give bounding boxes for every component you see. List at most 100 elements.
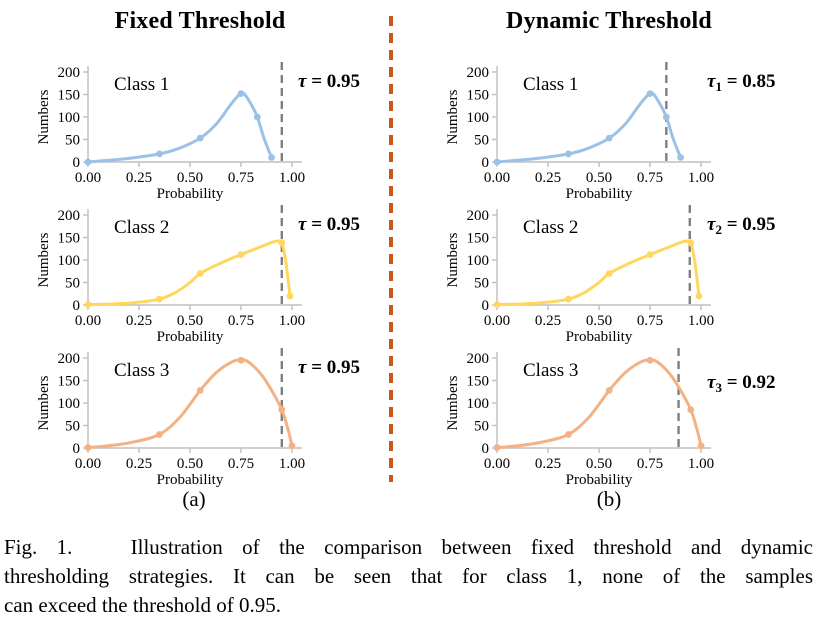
x-tick-label: 0.00 [75,456,101,472]
data-point-marker [196,387,204,394]
x-tick-label: 1.00 [688,456,714,472]
x-tick-label: 0.25 [535,313,561,329]
data-point-marker [605,270,613,277]
x-tick-label: 0.75 [637,456,663,472]
y-tick-label: 200 [467,65,490,81]
chart-fixed-class-3: 0 50 100 150 200 0.00 0.25 0.50 0.75 1.00 Probabil… [16,344,384,494]
dynamic-threshold-title: Dynamic Threshold [506,8,712,34]
class-label: Class 3 [114,360,169,381]
chart-fixed-class-1: 0 50 100 150 200 0.00 0.25 0.50 0.75 1.00 Probabil… [16,58,384,208]
y-tick-label: 0 [482,155,490,171]
x-axis-title: Probability [566,329,633,345]
x-tick-label: 1.00 [279,313,305,329]
y-axis-title: Numbers [36,375,52,430]
y-tick-label: 50 [65,133,80,149]
data-point-marker [286,292,294,300]
distribution-curve [86,239,292,307]
y-tick-label: 50 [65,276,80,292]
x-tick-label: 0.50 [177,313,203,329]
class-label: Class 2 [114,217,169,238]
chart-dynamic-class-3: 0 50 100 150 200 0.00 0.25 0.50 0.75 1.00 Probabil… [425,344,793,494]
y-tick-label: 150 [58,374,81,390]
data-point-marker [695,292,703,300]
data-point-marker [662,113,670,121]
y-tick-label: 150 [58,88,81,104]
y-tick-label: 100 [467,110,490,126]
x-tick-label: 0.50 [586,313,612,329]
data-point-marker [605,134,613,142]
x-tick-label: 0.25 [126,313,152,329]
chart-canvas: 0 50 100 150 200 0.00 0.25 0.50 0.75 1.00 Probabil… [36,62,360,202]
x-tick-label: 0.25 [535,456,561,472]
x-tick-label: 0.75 [228,456,254,472]
y-tick-label: 200 [58,208,81,224]
y-tick-label: 150 [467,88,490,104]
data-point-marker [237,356,245,364]
chart-canvas: 0 50 100 150 200 0.00 0.25 0.50 0.75 1.00 Probabil… [36,348,360,488]
data-point-marker [278,239,286,247]
data-point-marker [84,158,92,166]
x-tick-label: 0.50 [586,170,612,186]
x-tick-label: 0.50 [177,170,203,186]
y-tick-label: 200 [58,65,81,81]
subfigure-label-b: (b) [596,487,622,511]
tau-threshold-label: τ3 = 0.92 [707,372,776,395]
data-point-marker [237,251,245,258]
y-axis-title: Numbers [445,89,461,144]
x-axis-title: Probability [157,186,224,202]
data-point-marker [253,113,261,121]
distribution-curve [495,239,701,307]
y-axis-title: Numbers [36,232,52,287]
x-tick-label: 0.00 [75,313,101,329]
y-tick-label: 100 [58,253,81,269]
y-tick-label: 0 [482,441,490,457]
column-divider-dashed-line [389,16,393,482]
x-tick-label: 0.75 [228,170,254,186]
tau-threshold-label: τ2 = 0.95 [707,214,776,237]
distribution-curve [86,91,274,164]
data-point-marker [493,158,501,166]
x-tick-label: 0.00 [484,170,510,186]
y-tick-label: 0 [482,298,490,314]
data-point-marker [697,442,705,450]
chart-canvas: 0 50 100 150 200 0.00 0.25 0.50 0.75 1.00 Probabil… [36,205,360,345]
y-tick-label: 100 [467,396,490,412]
chart-canvas: 0 50 100 150 200 0.00 0.25 0.50 0.75 1.00 Probabil… [445,62,776,202]
x-tick-label: 0.50 [586,456,612,472]
caption-line: can exceed the threshold of 0.95. [4,593,281,617]
y-tick-label: 100 [58,396,81,412]
x-tick-label: 0.25 [126,456,152,472]
distribution-curve [495,91,683,164]
data-point-marker [278,406,286,414]
y-tick-label: 200 [467,351,490,367]
data-point-marker [196,270,204,277]
data-point-marker [677,154,684,161]
y-tick-label: 150 [58,231,81,247]
x-tick-label: 1.00 [688,170,714,186]
data-point-marker [565,150,572,158]
data-point-marker [156,150,163,158]
y-tick-label: 200 [58,351,81,367]
y-tick-label: 50 [474,276,489,292]
data-point-marker [605,387,613,394]
class-label: Class 2 [523,217,578,238]
data-point-marker [196,134,204,142]
data-point-marker [84,444,92,451]
x-tick-label: 0.00 [75,170,101,186]
data-point-marker [237,90,245,97]
tau-threshold-label: τ1 = 0.85 [707,71,776,94]
data-point-marker [565,431,572,438]
data-point-marker [646,251,654,258]
y-tick-label: 0 [73,298,81,314]
x-tick-label: 0.75 [637,170,663,186]
distribution-curve [86,358,294,450]
x-tick-label: 0.75 [228,313,254,329]
x-tick-label: 0.75 [637,313,663,329]
class-label: Class 1 [523,74,578,95]
class-label: Class 1 [114,74,169,95]
y-tick-label: 150 [467,231,490,247]
x-axis-title: Probability [157,329,224,345]
y-tick-label: 50 [65,419,80,435]
data-point-marker [687,239,695,247]
chart-canvas: 0 50 100 150 200 0.00 0.25 0.50 0.75 1.00 Probabil… [445,348,776,488]
